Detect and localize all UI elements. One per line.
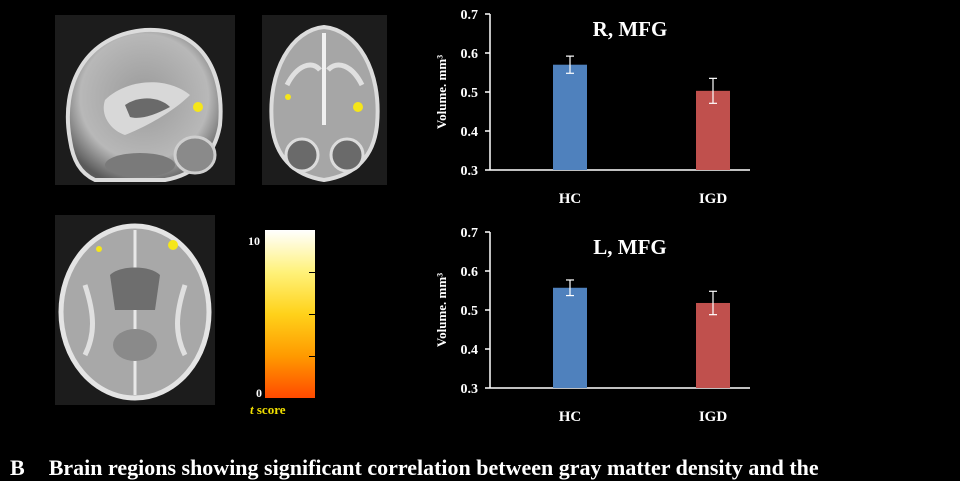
right-mfg-bar-chart: 0.3 0.4 0.5 0.6 0.7 Volume. mm³ R, MFG HC IGD [434,8,750,207]
y-axis-label: Volume. mm³ [434,273,449,347]
activation-blob-left [96,246,102,252]
colorbar-tick [309,272,315,273]
activation-blob-right [168,240,178,250]
chart-title: R, MFG [593,17,668,41]
colorbar-max-label: 10 [248,234,260,248]
axial-brain-slice [55,215,215,405]
y-tick-label: 0.4 [461,125,479,140]
y-tick-label: 0.3 [461,382,479,397]
sagittal-brain-slice [55,15,235,185]
y-tick-label: 0.3 [461,164,479,179]
x-category-label: IGD [699,191,728,207]
left-mfg-bar-chart: 0.3 0.4 0.5 0.6 0.7 Volume. mm³ L, MFG HC IGD [434,226,750,425]
colorbar-min-label: 0 [256,386,262,400]
figure-caption: B Brain regions showing significant corre… [10,455,819,481]
activation-blob-left [285,94,291,100]
x-category-label: HC [559,191,582,207]
bar-hc [553,287,587,388]
activation-blob [193,102,203,112]
x-category-label: IGD [699,409,728,425]
y-tick-label: 0.4 [461,343,479,358]
colorbar-label: t score [250,402,286,417]
y-tick-label: 0.7 [461,8,479,23]
panel-letter: B [10,455,25,480]
chart-title: L, MFG [593,235,667,259]
coronal-brain-slice [262,15,387,185]
t-score-colorbar [265,230,315,398]
bar-igd [696,302,730,388]
y-tick-label: 0.5 [461,304,479,319]
y-axis-label: Volume. mm³ [434,55,449,129]
y-tick-label: 0.6 [461,47,479,62]
colorbar-tick [309,356,315,357]
x-category-label: HC [559,409,582,425]
bar-hc [553,64,587,170]
colorbar-tick [309,314,315,315]
bar-igd [696,90,730,170]
activation-blob-right [353,102,363,112]
y-tick-label: 0.6 [461,265,479,280]
caption-text: Brain regions showing significant correl… [48,455,819,480]
y-tick-label: 0.7 [461,226,479,241]
y-tick-label: 0.5 [461,86,479,101]
